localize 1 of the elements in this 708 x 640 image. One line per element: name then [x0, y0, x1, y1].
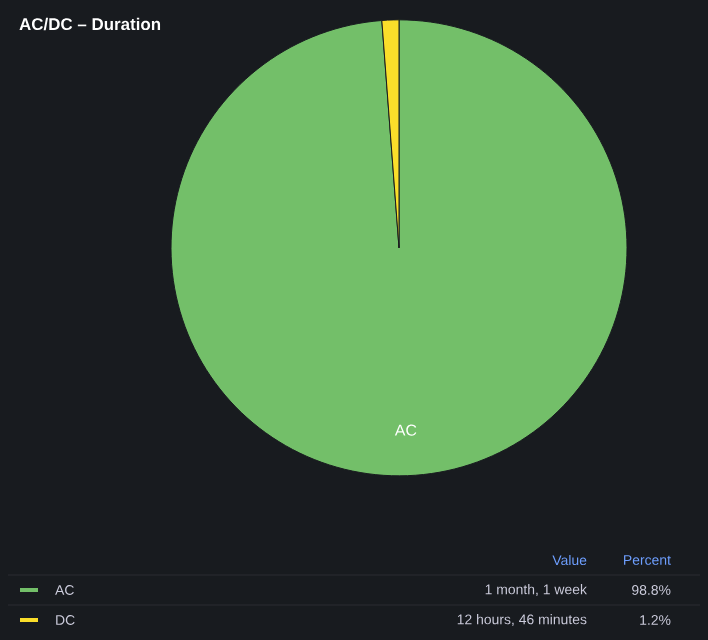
chart-title: AC/DC – Duration [19, 17, 161, 31]
